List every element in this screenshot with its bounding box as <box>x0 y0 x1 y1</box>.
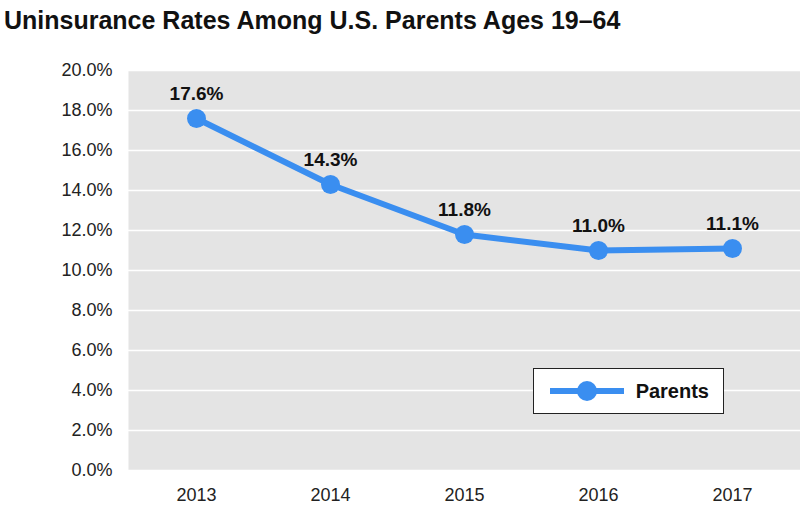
html-text:Uninsurance Rates Among U.S. P: Uninsurance Rates Among U.S. Parents Age… <box>4 6 621 34</box>
svg-text:16.0%: 16.0% <box>61 140 112 160</box>
svg-text:0.0%: 0.0% <box>71 460 112 480</box>
svg-text:2016: 2016 <box>578 485 618 505</box>
svg-text:2015: 2015 <box>444 485 484 505</box>
svg-text:14.0%: 14.0% <box>61 180 112 200</box>
svg-text:18.0%: 18.0% <box>61 100 112 120</box>
svg-text:8.0%: 8.0% <box>71 300 112 320</box>
svg-text:11.8%: 11.8% <box>438 199 491 220</box>
svg-text:17.6%: 17.6% <box>170 83 224 104</box>
svg-text:11.1%: 11.1% <box>706 213 759 234</box>
svg-text:4.0%: 4.0% <box>71 380 112 400</box>
html-text:Parents: Parents <box>635 379 709 402</box>
svg-text:2017: 2017 <box>712 485 752 505</box>
svg-text:11.0%: 11.0% <box>572 215 625 236</box>
svg-text:2.0%: 2.0% <box>71 420 112 440</box>
svg-text:6.0%: 6.0% <box>71 340 112 360</box>
svg-text:10.0%: 10.0% <box>61 260 112 280</box>
svg-text:12.0%: 12.0% <box>61 220 112 240</box>
svg-text:2014: 2014 <box>310 485 350 505</box>
svg-text:2013: 2013 <box>176 485 216 505</box>
svg-text:20.0%: 20.0% <box>61 60 112 80</box>
svg-text:14.3%: 14.3% <box>304 149 358 170</box>
